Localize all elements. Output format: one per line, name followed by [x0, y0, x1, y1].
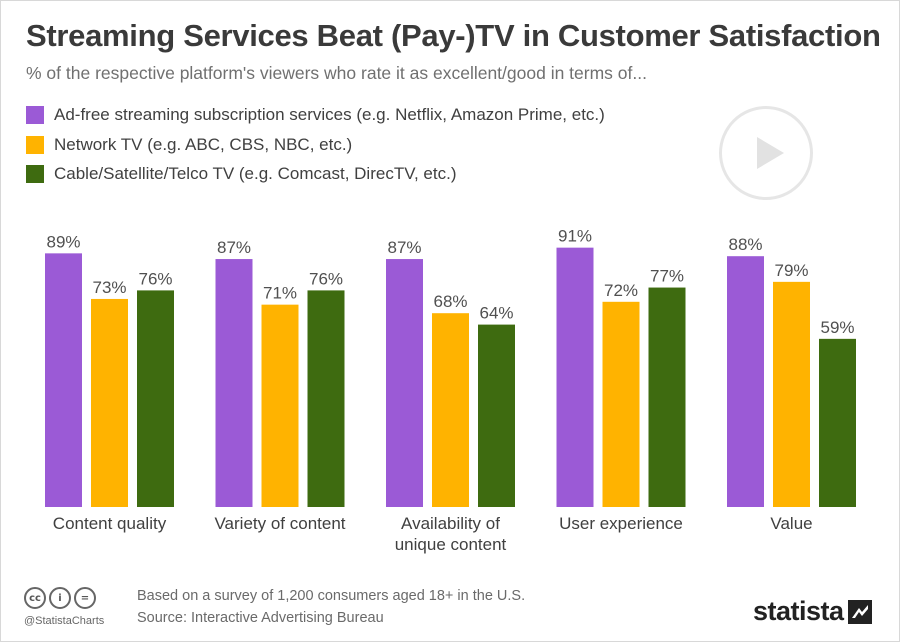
data-label-cable-tv-user-experience: 77%	[650, 267, 684, 286]
legend-label-streaming: Ad-free streaming subscription services …	[54, 105, 605, 124]
bar-cable-tv-variety-of-content	[307, 290, 345, 507]
bar-network-tv-value	[773, 281, 810, 507]
legend-swatch-cable-tv	[26, 165, 44, 183]
bar-network-tv-user-experience	[602, 301, 640, 507]
legend-item-streaming: Ad-free streaming subscription services …	[26, 104, 605, 126]
survey-note: Based on a survey of 1,200 consumers age…	[137, 588, 526, 604]
category-label-variety-of-content: Variety of content	[195, 513, 365, 534]
legend-label-cable-tv: Cable/Satellite/Telco TV (e.g. Comcast, …	[54, 164, 457, 183]
statista-charts-handle[interactable]: @StatistaCharts	[24, 615, 105, 627]
category-label-value: Value	[707, 513, 877, 534]
data-label-streaming-value: 88%	[728, 235, 762, 254]
bar-streaming-availability-of-unique-content	[386, 259, 423, 507]
creative-commons-icons: cc i =	[24, 587, 96, 609]
bar-cable-tv-content-quality	[137, 290, 174, 507]
source-note: Source: Interactive Advertising Bureau	[137, 610, 384, 626]
data-label-streaming-availability-of-unique-content: 87%	[387, 238, 421, 257]
no-derivatives-icon: =	[74, 587, 96, 609]
data-label-network-tv-availability-of-unique-content: 68%	[433, 292, 467, 311]
bar-cable-tv-user-experience	[648, 287, 686, 507]
category-label-line: Content quality	[52, 514, 167, 533]
category-label-availability-of-unique-content: Availability of unique content	[366, 513, 536, 555]
category-label-line: User experience	[559, 514, 683, 533]
category-label-line: Value	[770, 514, 813, 533]
category-label-content-quality: Content quality	[25, 513, 195, 534]
legend-item-network-tv: Network TV (e.g. ABC, CBS, NBC, etc.)	[26, 134, 352, 156]
data-label-cable-tv-content-quality: 76%	[138, 269, 172, 288]
cc-icon: cc	[24, 587, 46, 609]
data-label-cable-tv-variety-of-content: 76%	[309, 269, 343, 288]
category-label-user-experience: User experience	[536, 513, 706, 534]
statista-logo-text: statista	[753, 596, 844, 626]
play-icon	[757, 137, 784, 169]
data-label-streaming-content-quality: 89%	[46, 232, 80, 251]
category-label-line: Variety of content	[214, 514, 346, 533]
legend-swatch-network-tv	[26, 136, 44, 154]
data-label-cable-tv-value: 59%	[820, 318, 854, 337]
data-label-streaming-variety-of-content: 87%	[217, 238, 251, 257]
bar-network-tv-availability-of-unique-content	[432, 313, 469, 507]
legend-swatch-streaming	[26, 106, 44, 124]
legend-label-network-tv: Network TV (e.g. ABC, CBS, NBC, etc.)	[54, 135, 353, 154]
bar-streaming-value	[727, 256, 764, 507]
data-label-network-tv-value: 79%	[774, 261, 808, 280]
category-label-line: unique content	[394, 535, 507, 554]
bar-streaming-variety-of-content	[215, 259, 253, 507]
data-label-streaming-user-experience: 91%	[558, 227, 592, 246]
data-label-network-tv-variety-of-content: 71%	[263, 284, 297, 303]
data-label-cable-tv-availability-of-unique-content: 64%	[479, 304, 513, 323]
data-label-network-tv-user-experience: 72%	[604, 281, 638, 300]
bar-network-tv-variety-of-content	[261, 304, 299, 507]
bar-cable-tv-availability-of-unique-content	[478, 324, 515, 507]
data-label-network-tv-content-quality: 73%	[92, 278, 126, 297]
bar-network-tv-content-quality	[91, 298, 128, 507]
chart-title: Streaming Services Beat (Pay-)TV in Cust…	[26, 18, 881, 53]
category-label-line: Availability of	[401, 514, 500, 533]
chart-subtitle: % of the respective platform's viewers w…	[26, 63, 647, 83]
legend-item-cable-tv: Cable/Satellite/Telco TV (e.g. Comcast, …	[26, 163, 457, 185]
statista-logo[interactable]: statista	[753, 596, 872, 627]
play-video-button[interactable]	[719, 106, 813, 200]
bar-streaming-user-experience	[556, 247, 594, 507]
attribution-icon: i	[49, 587, 71, 609]
statista-logo-icon	[847, 599, 872, 624]
bar-chart: 89% 73% 76% 87% 71% 76% 87% 68% 64% 91% 72% 77% 88% 7…	[45, 227, 856, 507]
bar-cable-tv-value	[819, 338, 856, 507]
bar-streaming-content-quality	[45, 253, 82, 507]
